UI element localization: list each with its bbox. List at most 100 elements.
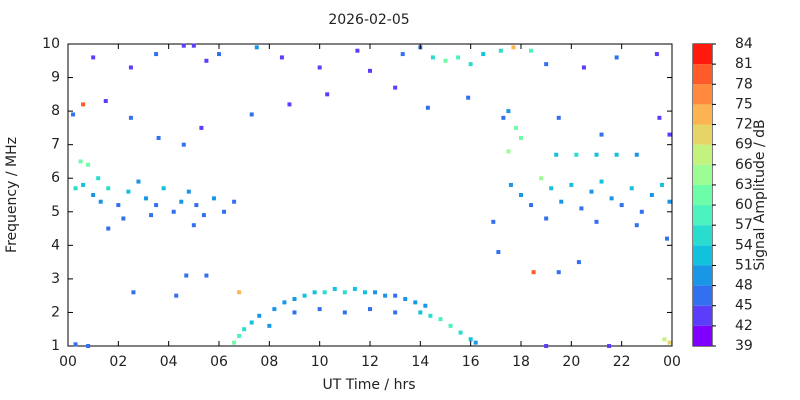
heatmap-cell — [254, 45, 259, 50]
heatmap-cell — [368, 307, 372, 312]
colorbar-tick-label: 78 — [735, 76, 753, 92]
colorbar-bin — [693, 44, 712, 65]
heatmap-cell — [659, 182, 664, 187]
heatmap-cell — [519, 193, 523, 197]
heatmap-cell — [237, 290, 242, 295]
heatmap-cell — [574, 152, 579, 157]
heatmap-cell — [249, 112, 254, 117]
heatmap-cell — [279, 55, 284, 60]
x-tick-label: 16 — [462, 354, 480, 370]
x-tick-label: 22 — [613, 354, 631, 370]
heatmap-cell — [556, 115, 561, 120]
heatmap-cell — [657, 115, 662, 120]
heatmap-cell — [529, 48, 534, 53]
heatmap-cell — [204, 273, 209, 278]
heatmap-cell — [619, 203, 624, 208]
heatmap-cell — [438, 317, 443, 322]
heatmap-cell — [186, 189, 191, 194]
y-tick-label: 1 — [51, 338, 60, 354]
heatmap-cell — [413, 300, 418, 305]
heatmap-cell — [614, 152, 619, 157]
heatmap-cell — [222, 209, 227, 214]
heatmap-cell — [144, 196, 149, 201]
heatmap-cell — [194, 203, 199, 208]
heatmap-cell — [191, 223, 196, 228]
heatmap-cell — [649, 193, 654, 197]
heatmap-cell — [544, 62, 549, 67]
heatmap-cell — [282, 300, 287, 305]
heatmap-cell — [519, 135, 523, 140]
heatmap-cell — [481, 52, 486, 57]
heatmap-cell — [569, 182, 574, 187]
x-tick-label: 20 — [562, 354, 580, 370]
heatmap-cell — [126, 189, 131, 194]
y-tick-label: 8 — [51, 103, 60, 119]
heatmap-cell — [662, 337, 667, 342]
heatmap-cell — [599, 179, 604, 184]
y-tick-label: 10 — [42, 36, 60, 52]
heatmap-cell — [549, 186, 554, 191]
heatmap-cell — [544, 344, 549, 348]
heatmap-cell — [506, 149, 511, 154]
plot-frame — [67, 43, 673, 347]
heatmap-cell — [96, 176, 101, 181]
colorbar-bin — [693, 285, 712, 306]
heatmap-cell — [589, 189, 594, 194]
x-tick-label: 10 — [311, 354, 329, 370]
heatmap-cell — [400, 52, 405, 57]
y-tick-label: 3 — [51, 271, 60, 287]
heatmap-cell — [302, 293, 307, 298]
heatmap-cell — [342, 310, 347, 315]
colorbar-tick-label: 66 — [735, 157, 753, 173]
heatmap-cell — [511, 45, 516, 50]
colorbar-tick-label: 81 — [735, 56, 753, 72]
x-tick-label: 00 — [663, 354, 681, 370]
heatmap-cell — [667, 340, 672, 345]
heatmap-cell — [473, 340, 478, 345]
heatmap-cell — [131, 290, 136, 295]
heatmap-cell — [498, 48, 503, 53]
heatmap-cell — [106, 186, 111, 191]
heatmap-cell — [292, 297, 297, 302]
heatmap-cell — [232, 340, 237, 345]
x-tick-label: 06 — [210, 354, 228, 370]
heatmap-cell — [128, 115, 133, 120]
heatmap-cell — [579, 206, 584, 211]
heatmap-cell — [217, 52, 221, 57]
y-axis-label: Frequency / MHz — [4, 137, 20, 253]
heatmap-cell — [667, 199, 672, 204]
heatmap-cell — [325, 92, 330, 97]
colorbar-tick-label: 72 — [735, 117, 753, 133]
heatmap-cell — [81, 102, 86, 107]
colorbar-bin — [693, 124, 712, 145]
colorbar-tick-label: 54 — [735, 237, 753, 253]
heatmap-cell — [634, 223, 639, 228]
chart-title: 2026-02-05 — [328, 12, 409, 28]
heatmap-cell — [393, 85, 398, 90]
y-tick-label: 6 — [51, 170, 60, 186]
colorbar-tick-label: 57 — [735, 217, 753, 233]
x-tick-label: 04 — [160, 354, 178, 370]
heatmap-cell — [174, 293, 179, 298]
heatmap-cell — [237, 333, 242, 338]
colorbar-bin — [693, 164, 712, 185]
colorbar-label: Signal Amplitude / dB — [752, 119, 768, 270]
colorbar-bin — [693, 305, 712, 326]
heatmap-cell — [393, 293, 398, 298]
colorbar-bin — [693, 245, 712, 266]
heatmap-cell — [466, 95, 471, 100]
heatmap-cell — [501, 115, 506, 120]
heatmap-cell — [430, 55, 435, 60]
heatmap-cell — [599, 132, 604, 137]
colorbar-bin — [693, 144, 712, 165]
heatmap-cell — [667, 132, 672, 137]
heatmap-cell — [292, 310, 297, 315]
heatmap-cell — [149, 213, 154, 218]
heatmap-cell — [529, 203, 534, 208]
heatmap-cell — [418, 310, 423, 315]
heatmap-cell — [607, 344, 612, 348]
heatmap-cell — [86, 162, 91, 167]
heatmap-cell — [201, 213, 206, 218]
colorbar-bin — [693, 265, 712, 286]
